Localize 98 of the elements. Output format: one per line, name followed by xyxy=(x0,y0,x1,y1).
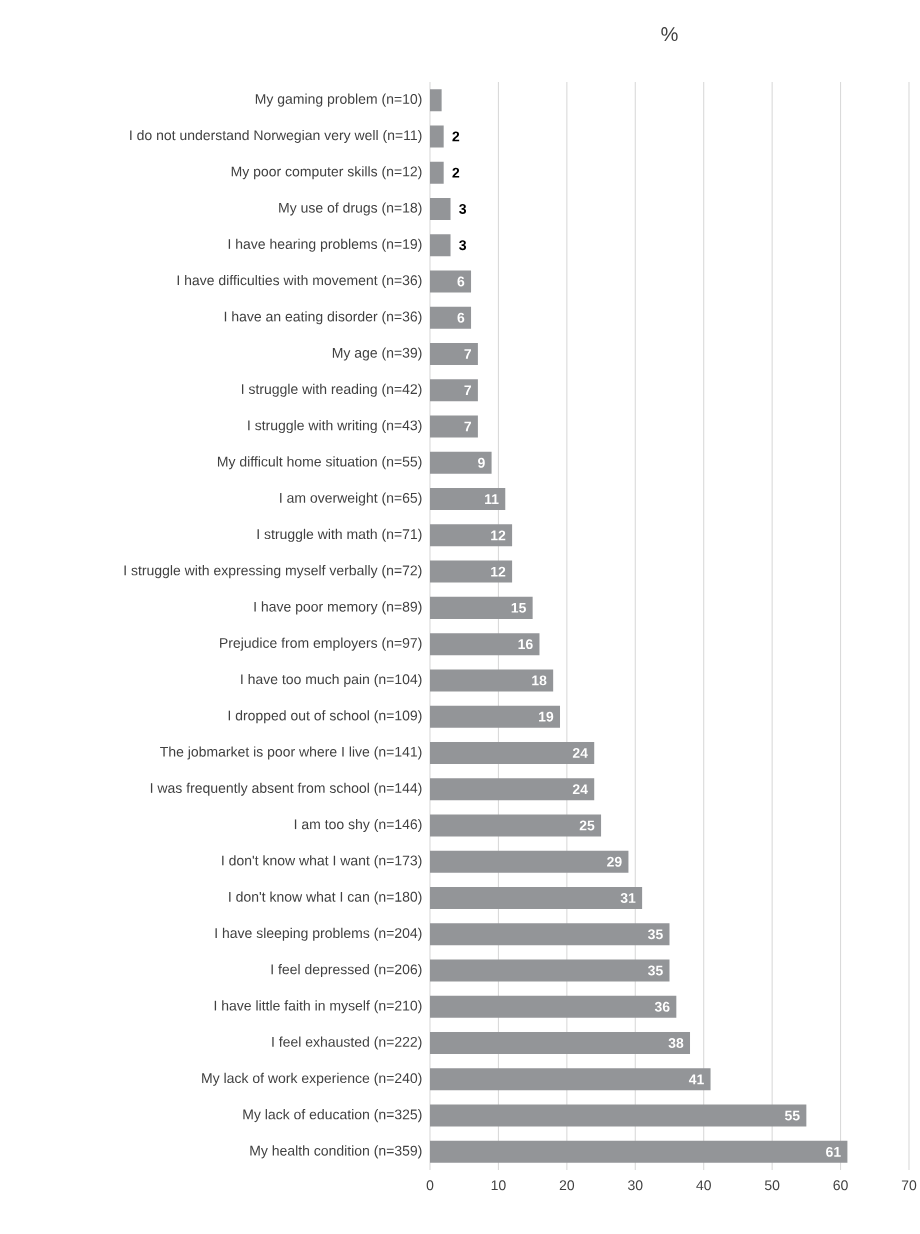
data-label: 11 xyxy=(485,494,499,504)
y-tick-label: I have sleeping problems (n=204) xyxy=(215,927,422,941)
y-tick-label: I do not understand Norwegian very well (n=11) xyxy=(130,129,422,143)
bar xyxy=(430,379,478,402)
y-tick-label: I struggle with expressing myself verbally (n=72) xyxy=(124,565,422,579)
x-tick-label: 20 xyxy=(559,1180,575,1191)
data-label: 7 xyxy=(464,385,472,396)
bar xyxy=(430,161,444,184)
data-label: 55 xyxy=(784,1110,800,1121)
data-label: 25 xyxy=(579,820,595,831)
data-label: 29 xyxy=(607,856,622,867)
y-tick-label: My use of drugs (n=18) xyxy=(279,202,422,216)
bar xyxy=(430,887,643,910)
bar xyxy=(430,995,677,1018)
bar xyxy=(430,814,602,837)
data-label: 18 xyxy=(532,675,547,686)
x-tick-label: 50 xyxy=(764,1180,780,1191)
y-tick-label: I struggle with writing (n=43) xyxy=(248,420,422,434)
bar xyxy=(430,1140,848,1163)
data-label: 9 xyxy=(478,457,485,468)
bar xyxy=(430,705,561,728)
y-tick-label: I feel depressed (n=206) xyxy=(271,964,422,978)
data-label: 3 xyxy=(459,203,467,214)
y-tick-label: I am too shy (n=146) xyxy=(294,818,422,832)
data-label: 7 xyxy=(464,349,472,359)
data-label: 12 xyxy=(491,566,506,577)
data-label: 24 xyxy=(572,784,588,795)
y-tick-label: My lack of work experience (n=240) xyxy=(202,1072,422,1086)
y-tick-label: My lack of education (n=325) xyxy=(243,1109,422,1123)
bar xyxy=(430,596,533,619)
bar xyxy=(430,451,492,474)
x-tick-label: 10 xyxy=(491,1180,506,1191)
bar xyxy=(430,524,513,547)
data-label: 16 xyxy=(518,639,533,650)
bar xyxy=(430,197,451,220)
y-tick-label: My age (n=39) xyxy=(332,347,422,361)
bar xyxy=(430,270,472,293)
y-tick-label: My health condition (n=359) xyxy=(250,1145,422,1159)
y-tick-label: I was frequently absent from school (n=144) xyxy=(150,782,422,796)
bar xyxy=(430,850,629,873)
bar xyxy=(430,778,595,801)
x-tick-label: 40 xyxy=(696,1180,711,1191)
y-tick-label: I have too much pain (n=104) xyxy=(241,673,422,687)
bar xyxy=(430,669,554,692)
data-label: 12 xyxy=(491,530,506,541)
x-tick-label: 0 xyxy=(426,1180,434,1191)
y-tick-label: My poor computer skills (n=12) xyxy=(231,166,422,180)
bar xyxy=(430,306,472,329)
y-tick-label: I am overweight (n=65) xyxy=(280,492,422,506)
y-tick-label: My gaming problem (n=10) xyxy=(255,93,422,107)
data-label: 36 xyxy=(654,1001,670,1012)
bar xyxy=(430,959,670,982)
data-label: 38 xyxy=(668,1038,684,1049)
y-tick-label: I feel exhausted (n=222) xyxy=(272,1036,422,1050)
data-label: 6 xyxy=(457,312,465,323)
y-tick-label: I have poor memory (n=89) xyxy=(254,601,422,615)
data-label: 24 xyxy=(572,748,588,758)
data-label: 41 xyxy=(688,1074,704,1085)
y-tick-label: I struggle with reading (n=42) xyxy=(241,383,422,397)
y-tick-label: My difficult home situation (n=55) xyxy=(217,456,422,470)
data-label: 35 xyxy=(647,929,663,940)
bar xyxy=(430,89,442,112)
bar xyxy=(430,343,478,366)
y-tick-label: I dropped out of school (n=109) xyxy=(228,710,422,724)
data-label: 6 xyxy=(457,276,465,287)
bar xyxy=(430,1068,711,1091)
bar xyxy=(430,560,513,583)
bar xyxy=(430,488,506,511)
data-label: 35 xyxy=(647,965,663,976)
data-label: 7 xyxy=(464,421,472,432)
bar xyxy=(430,125,444,148)
y-tick-label: I struggle with math (n=71) xyxy=(257,528,422,542)
bar xyxy=(430,1104,807,1127)
y-tick-label: The jobmarket is poor where I live (n=141) xyxy=(160,746,422,760)
y-tick-label: I don't know what I want (n=173) xyxy=(222,855,422,869)
data-label: 15 xyxy=(511,603,526,613)
data-label: 19 xyxy=(539,711,554,722)
bar xyxy=(430,234,451,257)
data-label: 2 xyxy=(452,167,460,178)
bar xyxy=(430,741,595,764)
y-tick-label: I have hearing problems (n=19) xyxy=(228,238,422,252)
data-label: 61 xyxy=(826,1146,841,1157)
bar xyxy=(430,633,540,656)
x-tick-label: 60 xyxy=(833,1180,848,1191)
y-tick-label: I have difficulties with movement (n=36) xyxy=(177,274,422,289)
data-label: 3 xyxy=(459,240,467,251)
chart-title: % xyxy=(661,27,678,42)
bar xyxy=(430,1032,691,1055)
y-tick-label: I have an eating disorder (n=36) xyxy=(224,311,422,325)
bar xyxy=(430,415,478,438)
data-label: 2 xyxy=(452,131,460,142)
bar xyxy=(430,923,670,946)
y-tick-label: I don't know what I can (n=180) xyxy=(229,891,422,905)
x-tick-label: 70 xyxy=(901,1180,917,1191)
y-tick-label: Prejudice from employers (n=97) xyxy=(220,637,422,651)
y-tick-label: I have little faith in myself (n=210) xyxy=(214,1000,422,1014)
x-tick-label: 30 xyxy=(628,1180,643,1191)
data-label: 31 xyxy=(620,893,636,903)
